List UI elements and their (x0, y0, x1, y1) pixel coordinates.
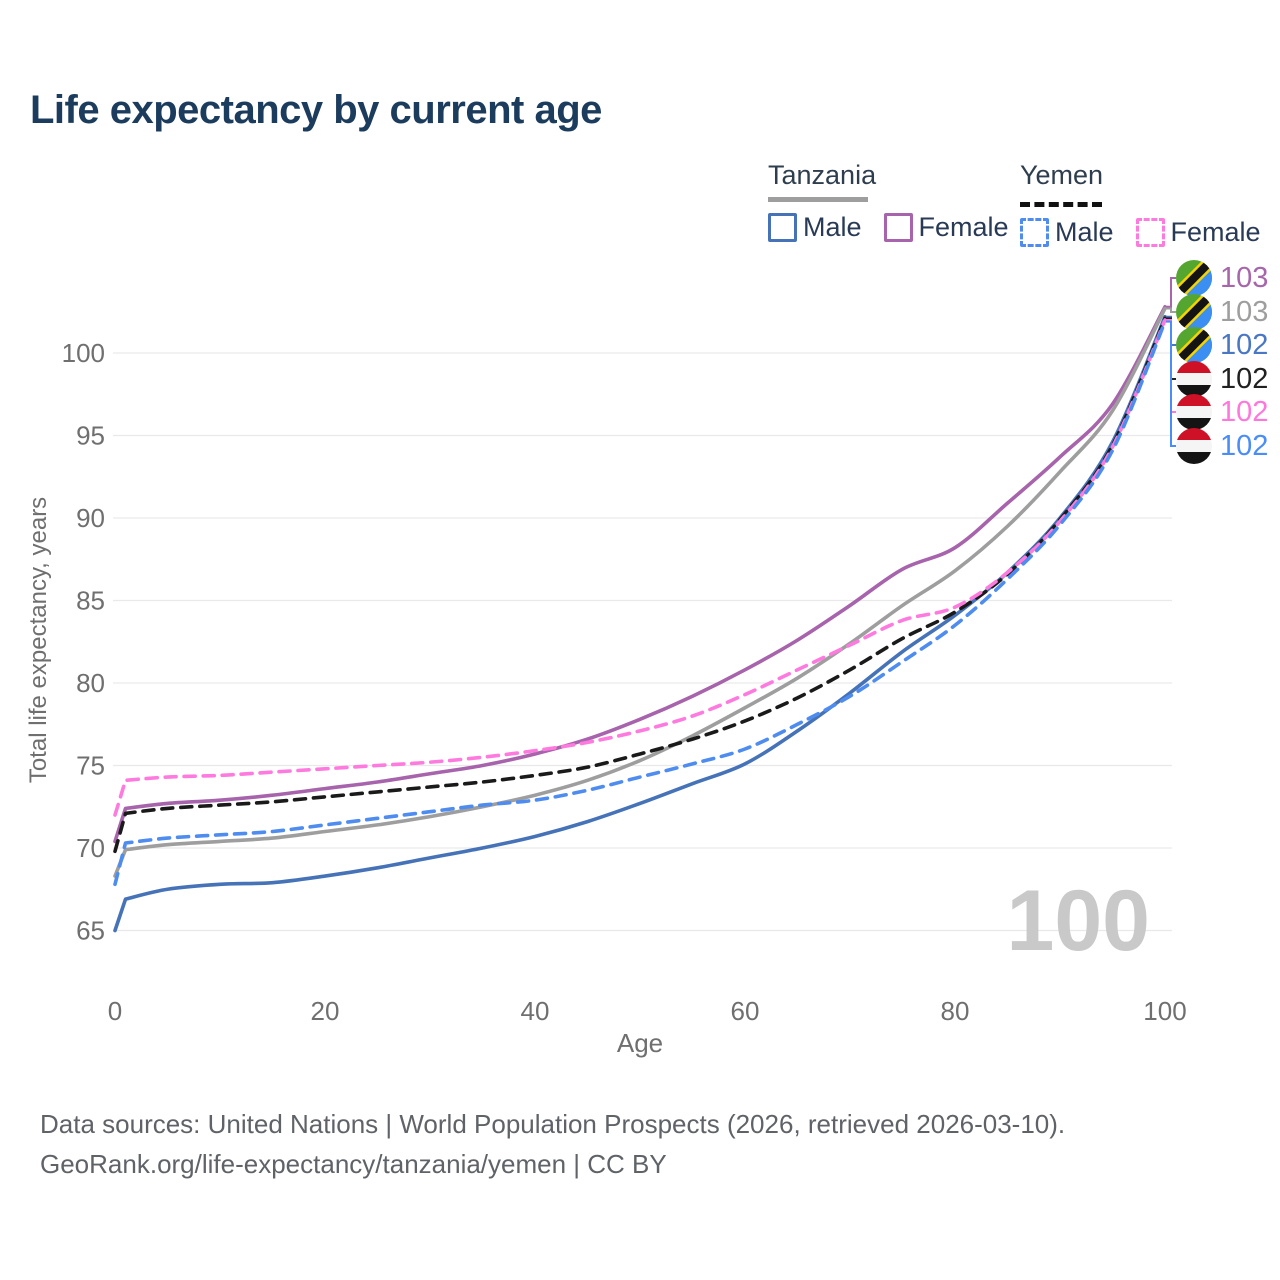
end-label-row: 103 (1176, 294, 1268, 330)
tanzania-flag-icon (1176, 260, 1212, 296)
tanzania-solid-line-swatch (768, 197, 868, 202)
age-watermark: 100 (1007, 873, 1151, 969)
footer: Data sources: United Nations | World Pop… (40, 1104, 1065, 1184)
x-tick-label-100: 100 (1143, 996, 1186, 1026)
end-label-row: 102 (1176, 361, 1268, 397)
x-axis-title: Age (617, 1028, 663, 1058)
yemen-male-swatch[interactable] (1020, 218, 1049, 247)
legend-country-tanzania[interactable]: Tanzania (768, 160, 877, 190)
end-label-row: 102 (1176, 428, 1268, 464)
legend-country-yemen[interactable]: Yemen (1020, 160, 1104, 190)
end-label-connector (1166, 307, 1176, 313)
series-line-yemen-female[interactable] (113, 318, 1167, 817)
tanzania-flag-icon (1176, 294, 1212, 330)
x-tick-label-0: 0 (108, 996, 122, 1026)
legend-group-tanzania: Tanzania Male Female (768, 160, 1031, 243)
series-line-yemen-male[interactable] (113, 319, 1167, 887)
y-tick-label-95: 95 (76, 421, 105, 451)
series-line-tanzania[interactable] (113, 306, 1167, 878)
chart-title: Life expectancy by current age (30, 88, 602, 132)
tanzania-female-swatch[interactable] (883, 213, 913, 242)
end-label-connector (1166, 320, 1176, 447)
legend-label-tanzania-male[interactable]: Male (803, 212, 862, 242)
end-label-connector (1166, 277, 1176, 308)
series-line-yemen[interactable] (113, 316, 1167, 854)
legend-label-yemen-female[interactable]: Female (1170, 217, 1261, 247)
tanzania-male-swatch[interactable] (768, 213, 797, 242)
end-label-value: 102 (1220, 429, 1269, 462)
yemen-dashed-line-swatch (1020, 197, 1102, 207)
series-line-tanzania-female[interactable] (113, 305, 1167, 844)
y-tick-label-70: 70 (76, 833, 105, 863)
end-label-value: 103 (1220, 261, 1269, 294)
legend-group-yemen: Yemen Male Female (1020, 160, 1280, 248)
end-label-row: 102 (1176, 327, 1268, 363)
y-tick-label-80: 80 (76, 668, 105, 698)
end-label-value: 102 (1220, 328, 1269, 361)
x-tick-label-20: 20 (311, 996, 340, 1026)
y-tick-label-85: 85 (76, 586, 105, 616)
y-tick-label-75: 75 (76, 751, 105, 781)
y-tick-label-65: 65 (76, 916, 105, 946)
end-label-row: 103 (1176, 260, 1268, 296)
end-label-value: 102 (1220, 395, 1269, 428)
tanzania-flag-icon (1176, 327, 1212, 363)
y-tick-label-90: 90 (76, 503, 105, 533)
x-tick-label-80: 80 (941, 996, 970, 1026)
attribution-line: GeoRank.org/life-expectancy/tanzania/yem… (40, 1149, 667, 1179)
legend-label-tanzania-female[interactable]: Female (918, 212, 1009, 242)
yemen-female-swatch[interactable] (1135, 218, 1165, 247)
yemen-flag-icon (1176, 361, 1212, 397)
end-label-value: 103 (1220, 295, 1269, 328)
end-label-row: 102 (1176, 394, 1268, 430)
legend-label-yemen-male[interactable]: Male (1055, 217, 1114, 247)
x-tick-label-40: 40 (521, 996, 550, 1026)
end-label-value: 102 (1220, 362, 1269, 395)
data-sources-line: Data sources: United Nations | World Pop… (40, 1109, 1066, 1139)
x-tick-label-60: 60 (731, 996, 760, 1026)
y-tick-label-100: 100 (62, 338, 105, 368)
y-axis-title: Total life expectancy, years (25, 497, 52, 783)
yemen-flag-icon (1176, 428, 1212, 464)
yemen-flag-icon (1176, 394, 1212, 430)
